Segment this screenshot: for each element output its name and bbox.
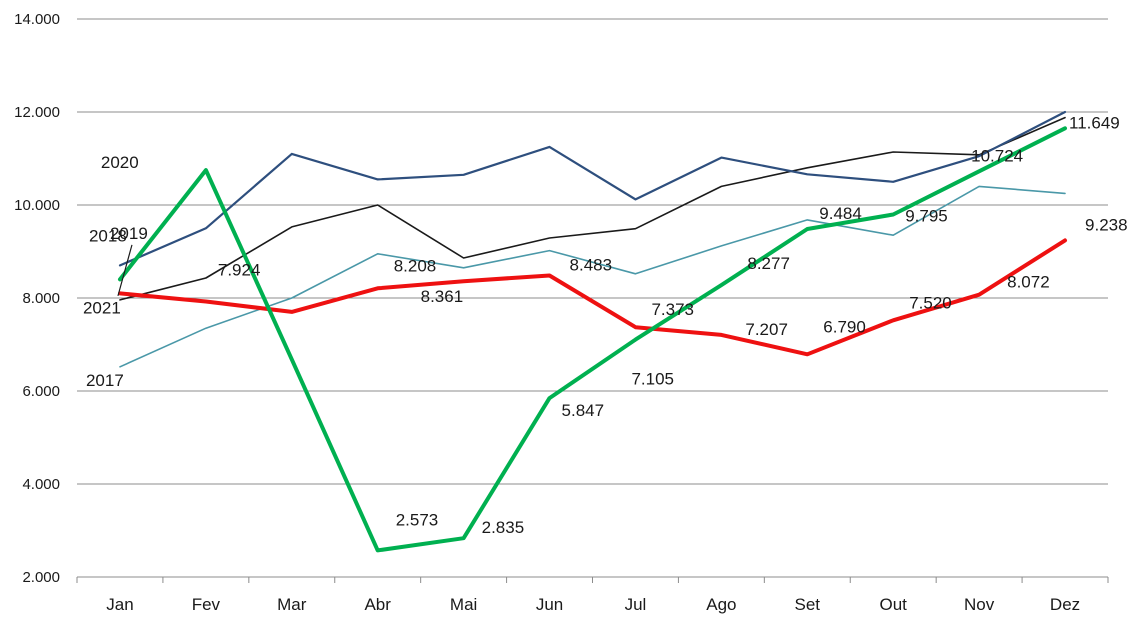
x-tick-label: Abr: [364, 595, 391, 614]
data-label-2020: 8.277: [747, 254, 790, 273]
y-tick-label: 10.000: [14, 197, 60, 214]
data-label-2021: 9.238: [1085, 215, 1128, 234]
x-tick-label: Jul: [625, 595, 647, 614]
y-tick-label: 2.000: [22, 569, 60, 586]
series-label-leaders: [117, 244, 133, 297]
series-line-2019: [119, 116, 1066, 301]
data-label-2021: 6.790: [823, 317, 866, 336]
series-name-label-2020: 2020: [101, 153, 139, 172]
y-tick-label: 8.000: [22, 290, 60, 307]
y-tick-label: 6.000: [22, 383, 60, 400]
series-name-label-2017: 2017: [86, 371, 124, 390]
x-tick-label: Fev: [192, 595, 221, 614]
data-label-2020: 10.724: [971, 146, 1023, 165]
y-tick-label: 4.000: [22, 476, 60, 493]
data-label-2020: 2.835: [482, 518, 525, 537]
data-label-2020: 11.649: [1069, 113, 1120, 132]
series-lines: [118, 110, 1067, 553]
series-line-2017: [119, 185, 1066, 368]
data-label-2020: 7.105: [631, 370, 674, 389]
x-tick-label: Mar: [277, 595, 307, 614]
data-label-2021: 8.208: [394, 256, 437, 275]
data-label-2021: 8.072: [1007, 273, 1050, 292]
x-axis-tick-labels: Jan Fev Mar Abr Mai Jun Jul Ago Set Out Nov Dez: [106, 595, 1080, 614]
y-tick-label: 12.000: [14, 104, 60, 121]
series-name-label-2019: 2019: [110, 224, 148, 243]
data-label-2021: 7.207: [745, 320, 788, 339]
data-label-2021: 7.924: [218, 261, 261, 280]
x-tick-label: Dez: [1050, 595, 1080, 614]
data-label-2020: 9.795: [905, 207, 948, 226]
x-tick-label: Jun: [536, 595, 563, 614]
data-label-2021: 8.361: [421, 287, 464, 306]
x-tick-label: Set: [795, 595, 821, 614]
gridlines: [77, 18, 1108, 485]
x-tick-label: Mai: [450, 595, 477, 614]
x-axis: [76, 576, 1109, 583]
series-label-leader: [117, 244, 133, 297]
x-tick-label: Out: [880, 595, 908, 614]
series-name-label-2021: 2021: [83, 298, 121, 317]
series-line-2021: [118, 238, 1067, 357]
data-labels: 2.573 2.835 5.847 7.105 8.277 9.484 9.795 10.72…: [83, 113, 1128, 537]
x-tick-label: Nov: [964, 595, 995, 614]
data-label-2021: 7.520: [909, 293, 952, 312]
y-axis-tick-labels: 2.000 4.000 6.000 8.000 10.000 12.000 14.000: [14, 11, 60, 586]
series-line-2018: [118, 110, 1067, 267]
data-label-2021: 8.483: [570, 256, 613, 275]
x-tick-label: Ago: [706, 595, 736, 614]
data-label-2020: 2.573: [396, 510, 439, 529]
data-label-2021: 7.373: [651, 300, 694, 319]
data-label-2020: 9.484: [819, 204, 862, 223]
series-name-label-2018: 2018: [89, 226, 127, 245]
data-label-2020: 5.847: [562, 401, 605, 420]
series-line-2020: [118, 126, 1067, 553]
y-tick-label: 14.000: [14, 11, 60, 28]
x-tick-label: Jan: [106, 595, 133, 614]
